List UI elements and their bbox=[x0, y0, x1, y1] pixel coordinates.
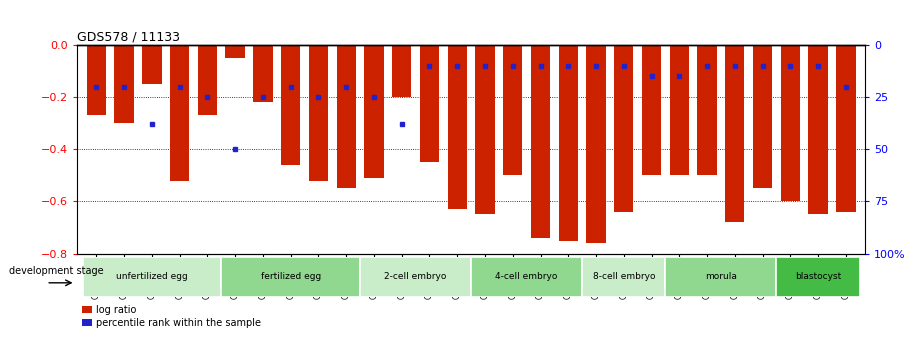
Bar bbox=[336, 45, 356, 188]
Bar bbox=[198, 45, 217, 115]
Bar bbox=[471, 257, 583, 297]
Text: 2-cell embryo: 2-cell embryo bbox=[384, 272, 447, 282]
Bar bbox=[82, 257, 221, 297]
Bar bbox=[725, 45, 745, 222]
Text: 8-cell embryo: 8-cell embryo bbox=[593, 272, 655, 282]
Bar bbox=[776, 257, 860, 297]
Bar bbox=[586, 45, 606, 243]
Bar bbox=[254, 45, 273, 102]
Bar bbox=[503, 45, 523, 175]
Bar bbox=[781, 45, 800, 201]
Bar bbox=[531, 45, 550, 238]
Bar bbox=[226, 45, 245, 58]
Text: fertilized egg: fertilized egg bbox=[261, 272, 321, 282]
Bar bbox=[309, 45, 328, 180]
Bar bbox=[360, 257, 471, 297]
Bar bbox=[670, 45, 689, 175]
Text: unfertilized egg: unfertilized egg bbox=[116, 272, 188, 282]
Bar bbox=[114, 45, 134, 123]
Text: GDS578 / 11133: GDS578 / 11133 bbox=[77, 31, 180, 44]
Text: development stage: development stage bbox=[9, 266, 103, 276]
Bar bbox=[558, 45, 578, 240]
Bar bbox=[281, 45, 301, 165]
Bar bbox=[87, 45, 106, 115]
Bar bbox=[364, 45, 384, 178]
Bar bbox=[170, 45, 189, 180]
Bar bbox=[392, 45, 411, 97]
Bar bbox=[476, 45, 495, 215]
Text: morula: morula bbox=[705, 272, 737, 282]
Bar bbox=[448, 45, 467, 209]
Bar bbox=[419, 45, 439, 162]
Bar bbox=[753, 45, 772, 188]
Bar bbox=[142, 45, 161, 84]
Bar bbox=[836, 45, 855, 212]
Bar bbox=[614, 45, 633, 212]
Legend: log ratio, percentile rank within the sample: log ratio, percentile rank within the sa… bbox=[82, 305, 262, 328]
Text: blastocyst: blastocyst bbox=[795, 272, 841, 282]
Bar bbox=[641, 45, 661, 175]
Text: 4-cell embryo: 4-cell embryo bbox=[496, 272, 558, 282]
Bar bbox=[698, 45, 717, 175]
Bar bbox=[665, 257, 776, 297]
Bar bbox=[583, 257, 665, 297]
Bar bbox=[808, 45, 828, 215]
Bar bbox=[221, 257, 360, 297]
